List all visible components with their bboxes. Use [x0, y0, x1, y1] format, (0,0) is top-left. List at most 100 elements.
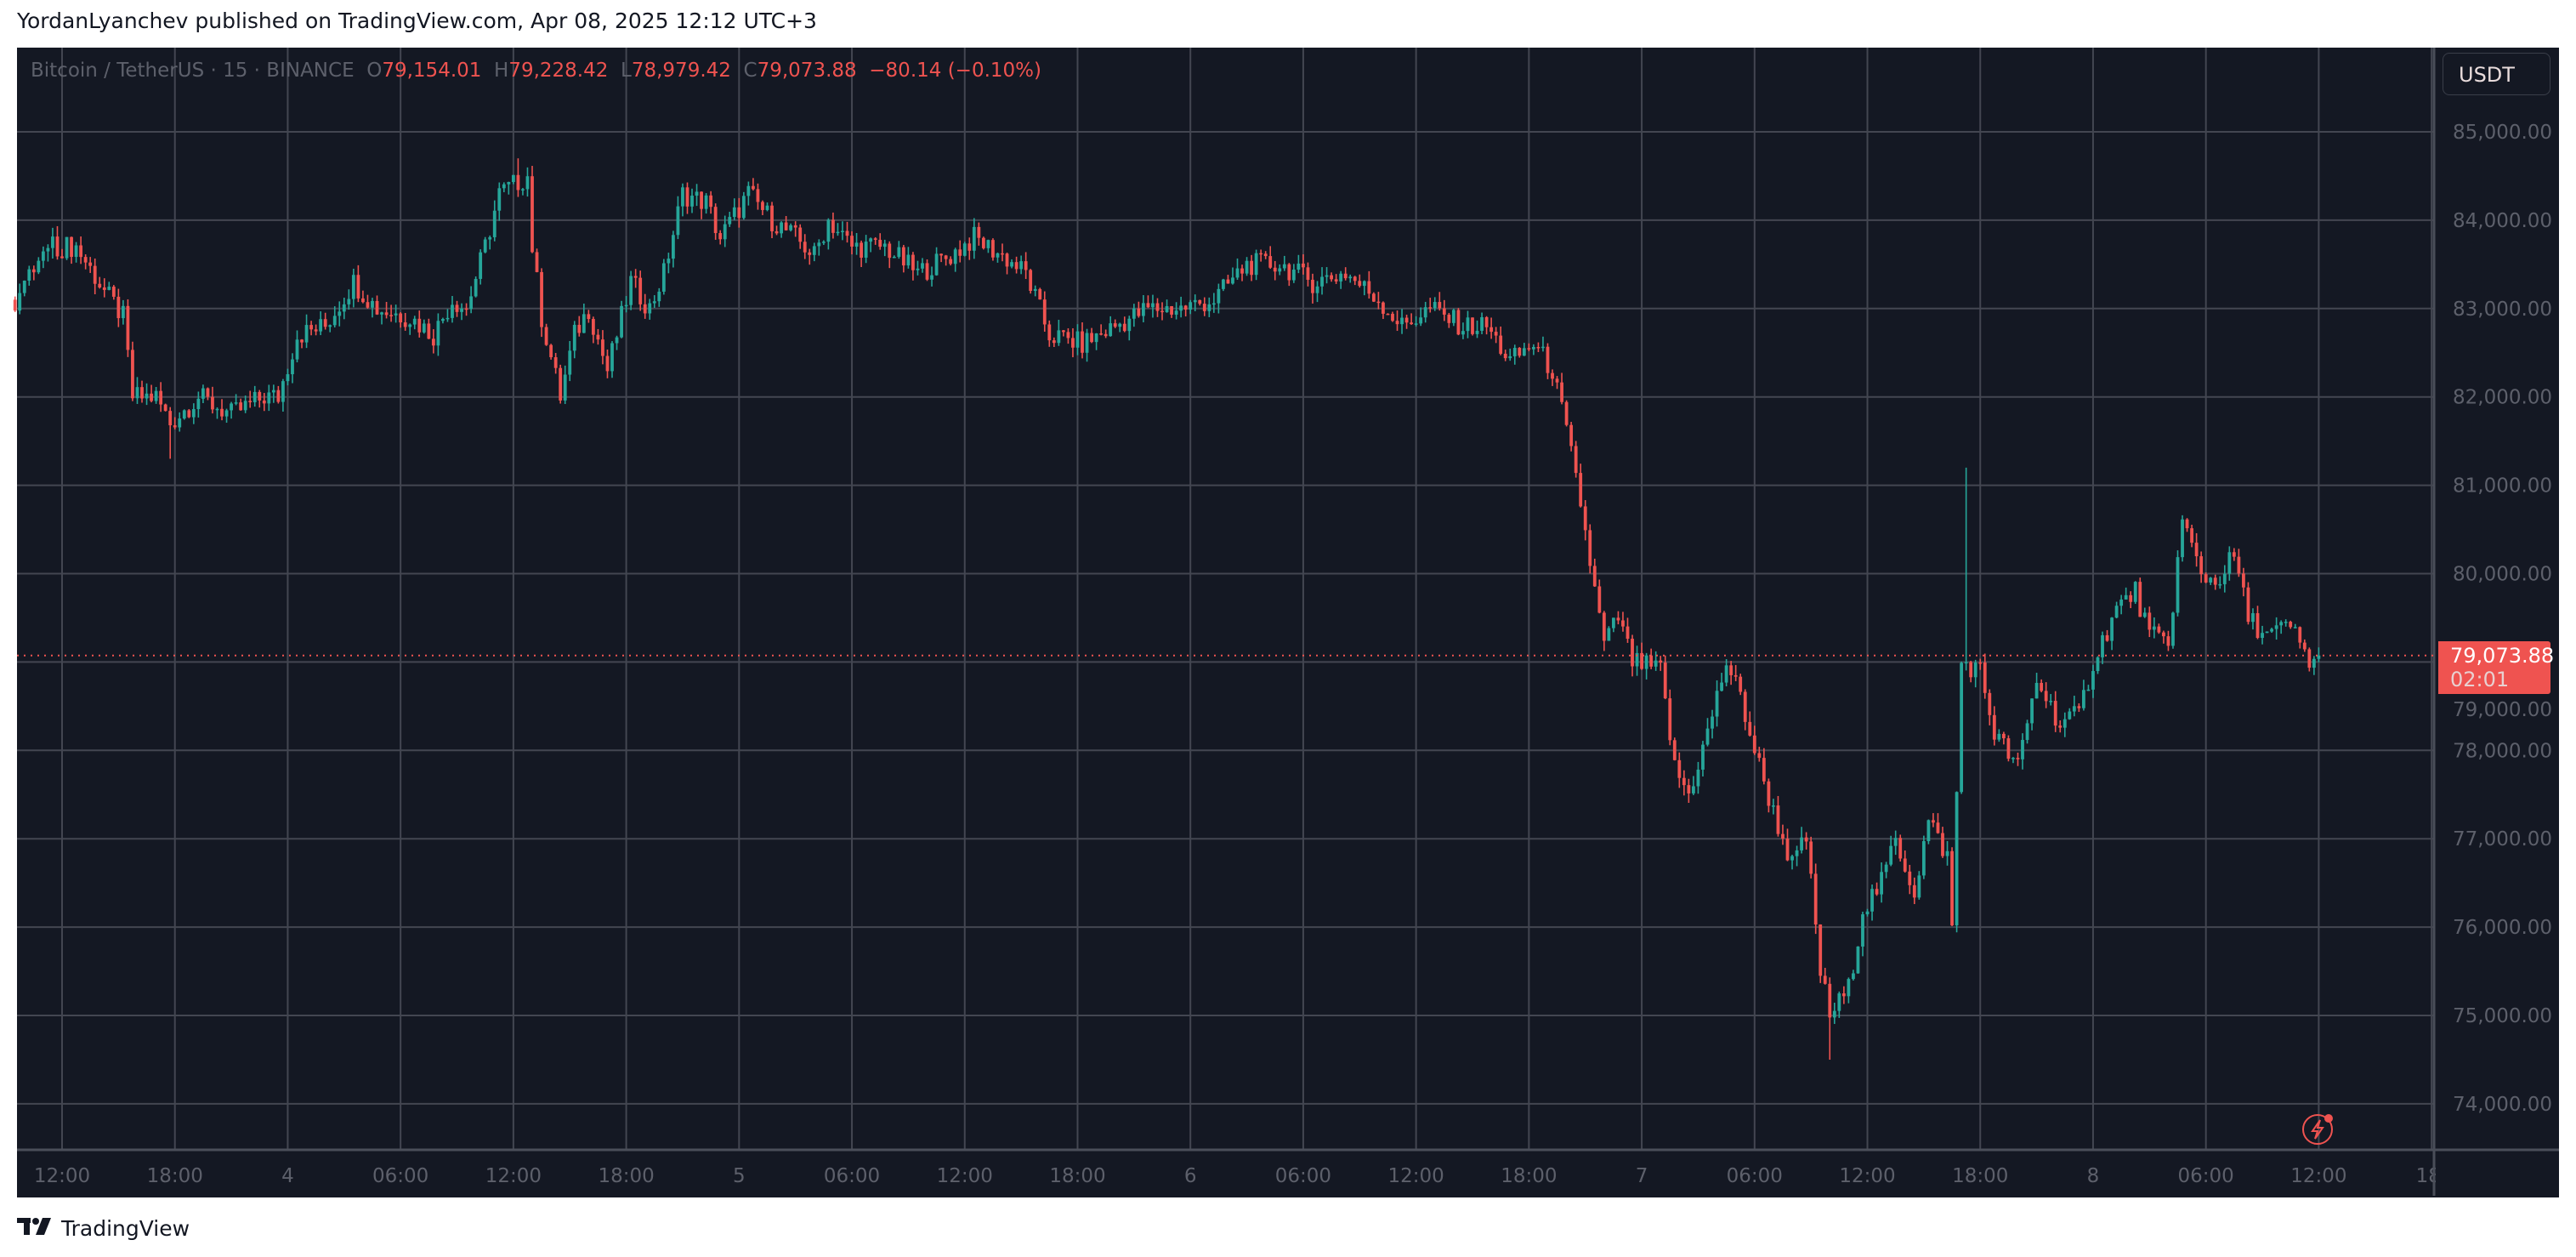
chart-panel[interactable] [17, 48, 2559, 1197]
candle-body [93, 265, 97, 284]
axis-corner [2436, 1152, 2559, 1196]
candle-body [79, 245, 83, 258]
candle-body [262, 400, 266, 404]
candle-body [596, 334, 600, 340]
candle-body [685, 187, 689, 207]
candle-body [2171, 612, 2175, 646]
candle-body [930, 275, 933, 280]
candle-body [451, 304, 454, 318]
publish-line: YordanLyanchev published on TradingView.… [17, 9, 817, 33]
time-tick-label: 06:00 [824, 1165, 880, 1187]
candle-body [1451, 310, 1455, 323]
candle-body [784, 222, 788, 230]
candle-body [1663, 663, 1667, 699]
brand-name[interactable]: TradingView [61, 1216, 190, 1241]
candle-body [1222, 279, 1225, 289]
candle-body [897, 247, 901, 257]
candle-body [2218, 583, 2222, 586]
low-value: 78,979.42 [631, 60, 731, 82]
candle-body [1306, 267, 1310, 280]
candle-body [1597, 586, 1602, 613]
candle-body [803, 242, 807, 253]
candle-body [1428, 307, 1433, 309]
candle-body [201, 388, 205, 399]
close-value: 79,073.88 [757, 60, 857, 82]
candle-body [107, 287, 111, 290]
symbol-label[interactable]: Bitcoin / TetherUS · 15 · BINANCE [31, 60, 355, 82]
currency-button[interactable]: USDT [2443, 53, 2550, 95]
candle-body [1832, 1010, 1836, 1018]
candle-body [939, 253, 944, 256]
candle-body [921, 263, 924, 269]
lightning-icon [2311, 1119, 2324, 1140]
time-tick-label: 12:00 [1387, 1165, 1444, 1187]
candle-body [1404, 317, 1409, 323]
candle-body [1527, 348, 1531, 350]
candle-body [371, 300, 374, 308]
high-value: 79,228.42 [508, 60, 609, 82]
candle-body [2058, 725, 2063, 728]
candle-body [1795, 850, 1799, 856]
candle-body [925, 263, 929, 280]
candle-body [535, 252, 539, 272]
candle-body [1061, 330, 1065, 333]
candle-body [958, 249, 962, 256]
candle-body [1654, 660, 1658, 667]
candle-body [2124, 594, 2128, 600]
candle-body [780, 222, 783, 234]
candle-body [31, 269, 36, 273]
candle-body [531, 176, 534, 253]
candle-body [831, 219, 835, 233]
candle-body [1245, 260, 1249, 274]
candle-body [1137, 308, 1141, 316]
candle-body [427, 323, 431, 339]
candle-body [1183, 305, 1188, 310]
candle-body [163, 404, 167, 412]
candle-body [445, 317, 450, 320]
candle-body [492, 210, 496, 237]
price-tick-label: 85,000.00 [2453, 122, 2552, 144]
candle-body [281, 381, 285, 402]
price-tick-label: 76,000.00 [2453, 917, 2552, 939]
candle-body [986, 240, 990, 248]
time-tick-label: 6 [1184, 1165, 1197, 1187]
lightning-icon-ring [2302, 1114, 2333, 1145]
candle-body [1499, 335, 1503, 354]
tradingview-logo-icon[interactable] [17, 1214, 54, 1243]
candle-body [761, 202, 764, 210]
last-price-value: 79,073.88 [2450, 644, 2555, 668]
candle-body [309, 325, 313, 330]
candle-body [869, 238, 873, 242]
candle-body [1170, 305, 1173, 315]
candle-body [1503, 353, 1507, 359]
time-tick-label: 18:00 [1049, 1165, 1105, 1187]
candle-body [389, 315, 393, 316]
candle-body [2237, 556, 2241, 574]
candle-body [1592, 566, 1597, 587]
candle-body [752, 185, 755, 190]
candle-body [1376, 301, 1381, 304]
candle-body [1122, 323, 1126, 332]
candle-body [474, 278, 478, 297]
candle-body [690, 196, 694, 207]
price-tick-label: 79,000.00 [2453, 699, 2552, 721]
candle-body [1475, 330, 1479, 334]
time-tick-label: 7 [1636, 1165, 1648, 1187]
candle-body [1433, 302, 1437, 309]
candle-body [2142, 612, 2147, 617]
candle-body [441, 319, 445, 321]
candle-body [1348, 276, 1353, 279]
candle-body [1870, 889, 1874, 912]
candle-body [1358, 281, 1362, 287]
candle-body [1442, 308, 1446, 315]
candle-body [2242, 573, 2245, 588]
candle-body [732, 207, 736, 218]
candle-body [1461, 331, 1465, 335]
candle-body [121, 305, 125, 319]
candle-body [2255, 612, 2260, 639]
candle-body [41, 251, 45, 261]
candle-body [1466, 317, 1470, 332]
footer: TradingView [17, 1214, 190, 1243]
candle-body [1921, 841, 1926, 876]
